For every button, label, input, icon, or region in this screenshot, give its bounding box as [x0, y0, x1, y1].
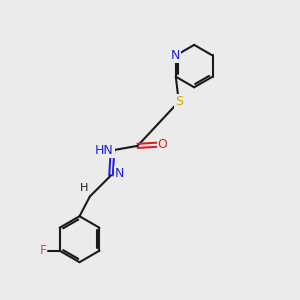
Text: F: F [39, 244, 46, 257]
Text: O: O [158, 138, 167, 151]
Text: N: N [171, 49, 181, 62]
Text: H: H [80, 183, 89, 193]
Text: HN: HN [95, 144, 114, 157]
Text: N: N [115, 167, 124, 180]
Text: S: S [175, 95, 183, 108]
